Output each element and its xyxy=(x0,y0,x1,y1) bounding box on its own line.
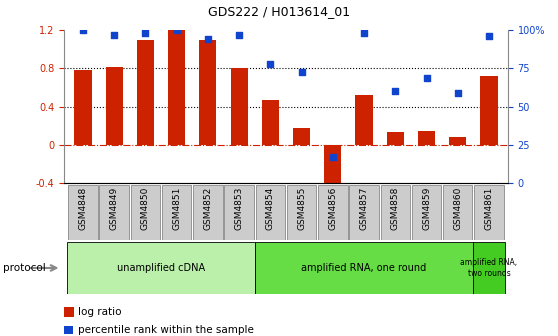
Bar xyxy=(105,67,123,145)
Bar xyxy=(293,128,310,145)
Point xyxy=(141,31,150,36)
Bar xyxy=(324,145,341,190)
Point xyxy=(453,90,462,96)
Bar xyxy=(99,185,129,240)
Bar xyxy=(480,76,498,145)
Text: GSM4851: GSM4851 xyxy=(172,186,181,230)
Text: percentile rank within the sample: percentile rank within the sample xyxy=(78,325,254,335)
Bar xyxy=(443,185,473,240)
Text: protocol: protocol xyxy=(3,263,46,273)
Text: GSM4850: GSM4850 xyxy=(141,186,150,230)
Text: GSM4856: GSM4856 xyxy=(328,186,338,230)
Bar xyxy=(255,242,473,294)
Bar xyxy=(162,185,191,240)
Text: GSM4849: GSM4849 xyxy=(110,186,119,230)
Bar xyxy=(449,137,466,145)
Text: GSM4855: GSM4855 xyxy=(297,186,306,230)
Bar xyxy=(230,68,248,145)
Point xyxy=(328,155,337,160)
Point xyxy=(297,69,306,74)
Bar xyxy=(473,242,504,294)
Bar xyxy=(412,185,441,240)
Bar xyxy=(381,185,410,240)
Bar xyxy=(199,40,217,145)
Text: GDS222 / H013614_01: GDS222 / H013614_01 xyxy=(208,5,350,18)
Bar xyxy=(256,185,285,240)
Point xyxy=(266,61,275,67)
Point xyxy=(172,28,181,33)
Text: amplified RNA, one round: amplified RNA, one round xyxy=(301,263,427,273)
Text: GSM4858: GSM4858 xyxy=(391,186,400,230)
Point xyxy=(484,34,493,39)
Bar xyxy=(418,131,435,145)
Bar xyxy=(224,185,254,240)
Point xyxy=(204,37,213,42)
Bar xyxy=(262,100,279,145)
Bar xyxy=(68,185,98,240)
Bar xyxy=(193,185,223,240)
Point xyxy=(79,28,88,33)
Text: GSM4854: GSM4854 xyxy=(266,186,275,230)
Bar xyxy=(474,185,504,240)
Point xyxy=(391,89,400,94)
Text: log ratio: log ratio xyxy=(78,307,122,317)
Bar xyxy=(74,70,92,145)
Point xyxy=(422,75,431,80)
Bar xyxy=(287,185,316,240)
Bar xyxy=(349,185,379,240)
Text: GSM4861: GSM4861 xyxy=(484,186,493,230)
Text: GSM4859: GSM4859 xyxy=(422,186,431,230)
Text: GSM4853: GSM4853 xyxy=(234,186,244,230)
Bar xyxy=(355,95,373,145)
Point xyxy=(110,32,119,38)
Point xyxy=(235,32,244,38)
Text: GSM4857: GSM4857 xyxy=(359,186,369,230)
Text: unamplified cDNA: unamplified cDNA xyxy=(117,263,205,273)
Bar xyxy=(131,185,160,240)
Point xyxy=(359,31,368,36)
Text: GSM4860: GSM4860 xyxy=(453,186,462,230)
Text: GSM4848: GSM4848 xyxy=(79,186,88,230)
Bar xyxy=(387,131,404,145)
Text: amplified RNA,
two rounds: amplified RNA, two rounds xyxy=(460,258,518,278)
Bar xyxy=(318,185,348,240)
Bar xyxy=(168,30,185,145)
Bar xyxy=(68,242,255,294)
Text: GSM4852: GSM4852 xyxy=(203,186,213,230)
Bar xyxy=(137,40,154,145)
